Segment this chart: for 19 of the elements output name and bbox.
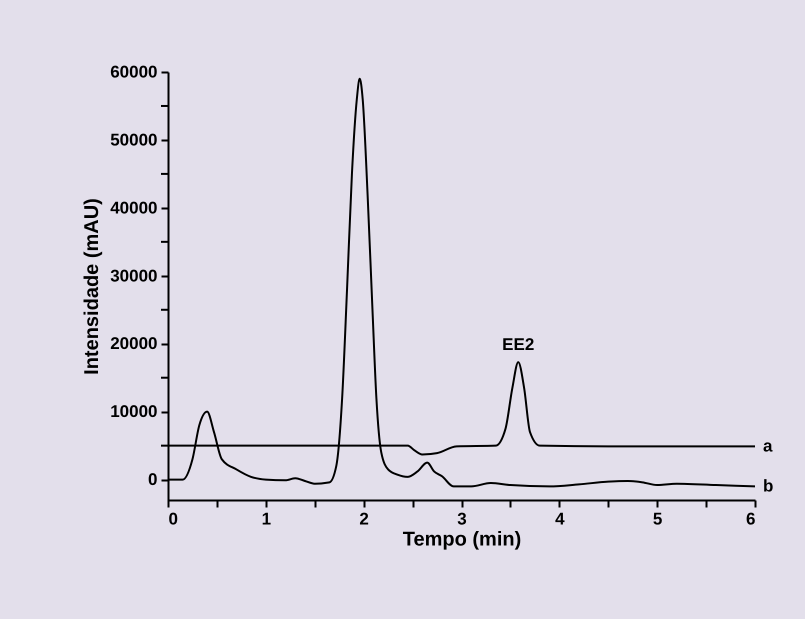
y-tick-label: 50000: [110, 130, 158, 150]
x-tick-label: 6: [746, 510, 756, 528]
y-tick-label: 30000: [110, 266, 158, 286]
x-tick-label: 5: [652, 510, 662, 528]
annotation: EE2: [502, 335, 534, 354]
y-tick-label: 10000: [110, 402, 158, 422]
y-tick-label: 60000: [110, 62, 158, 82]
x-tick-label: 3: [457, 510, 467, 528]
y-axis-title: Intensidade (mAU): [81, 198, 104, 375]
series-label: a: [763, 436, 773, 456]
y-tick-label: 0: [148, 470, 158, 490]
y-tick-label: 40000: [110, 198, 158, 218]
y-tick-label: 20000: [110, 334, 158, 354]
x-tick-label: 4: [555, 510, 566, 528]
x-tick-label: 1: [262, 510, 272, 528]
x-axis-title: Tempo (min): [402, 528, 522, 550]
series-label: b: [763, 476, 774, 496]
x-tick-label: 0: [168, 510, 178, 528]
x-tick-label: 2: [359, 510, 369, 528]
